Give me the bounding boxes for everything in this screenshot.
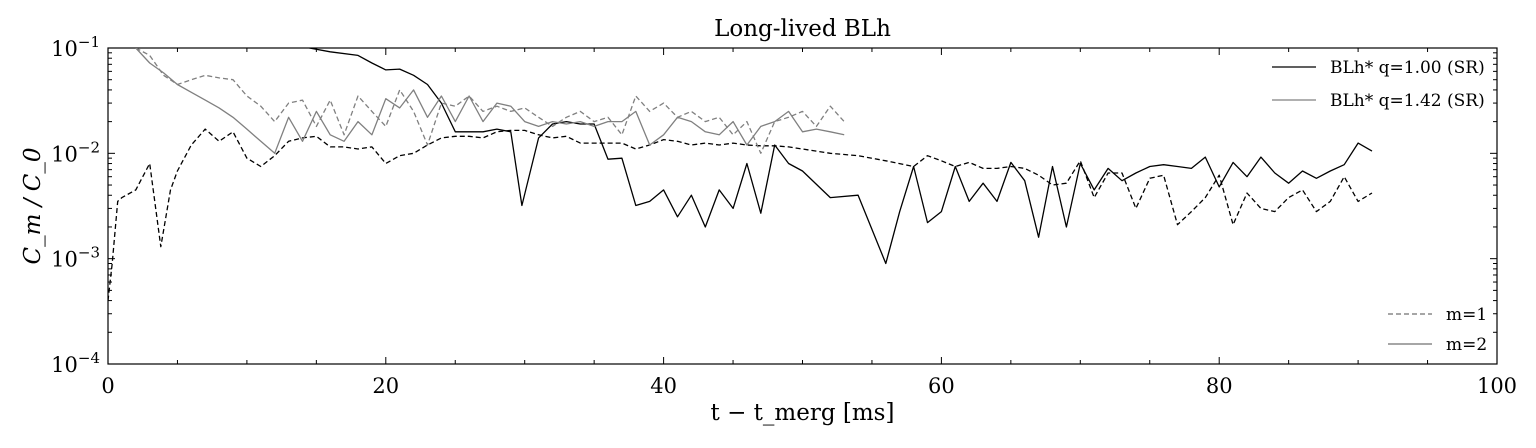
y-tick-label: 10−4 — [51, 349, 100, 377]
q100-m1-series-line — [108, 128, 1373, 301]
y-tick-base: 10 — [51, 37, 78, 61]
x-tick-label: 0 — [101, 374, 114, 398]
q142-m2-series-line — [135, 48, 845, 154]
y-tick-exponent: −2 — [78, 138, 100, 156]
y-tick-base: 10 — [51, 248, 78, 272]
x-axis-ticks: 0 20 40 60 80 100 — [101, 48, 1517, 398]
x-tick-label: 40 — [650, 374, 677, 398]
y-tick-label: 10−1 — [51, 33, 100, 61]
legend-model-label: BLh* q=1.42 (SR) — [1330, 91, 1485, 111]
x-axis-label-text: t − t_merg [ms] — [711, 400, 895, 426]
plot-area-border — [107, 47, 1498, 365]
y-axis-label: C_m / C_0 — [20, 147, 46, 264]
x-tick-label: 100 — [1477, 374, 1517, 398]
y-axis-ticks: 10−110−210−310−4 — [51, 33, 1497, 377]
legend-models: BLh* q=1.00 (SR) BLh* q=1.42 (SR) — [1272, 58, 1485, 111]
y-tick-base: 10 — [51, 142, 78, 166]
y-tick-label: 10−2 — [51, 138, 100, 166]
q142-m1-series-line — [135, 48, 845, 154]
legend-model-label: BLh* q=1.00 (SR) — [1330, 58, 1485, 78]
x-tick-label: 60 — [928, 374, 955, 398]
legend-modes: m=1 m=2 — [1388, 305, 1487, 355]
series-layer — [108, 48, 1373, 301]
x-tick-label: 80 — [1206, 374, 1233, 398]
chart-title: Long-lived BLh — [714, 16, 891, 42]
y-axis-label-text: C_m / C_0 — [20, 147, 46, 264]
q100-m2-series-line — [309, 48, 1373, 265]
y-tick-label: 10−3 — [51, 244, 100, 272]
legend-mode-label: m=2 — [1446, 335, 1487, 355]
y-tick-exponent: −3 — [78, 244, 100, 262]
y-tick-exponent: −1 — [78, 33, 100, 51]
x-tick-label: 20 — [372, 374, 399, 398]
y-tick-exponent: −4 — [78, 349, 100, 367]
y-tick-base: 10 — [51, 353, 78, 377]
legend-mode-label: m=1 — [1446, 305, 1487, 325]
plot-frame — [107, 47, 1498, 365]
x-axis-label: t − t_merg [ms] — [711, 400, 895, 426]
